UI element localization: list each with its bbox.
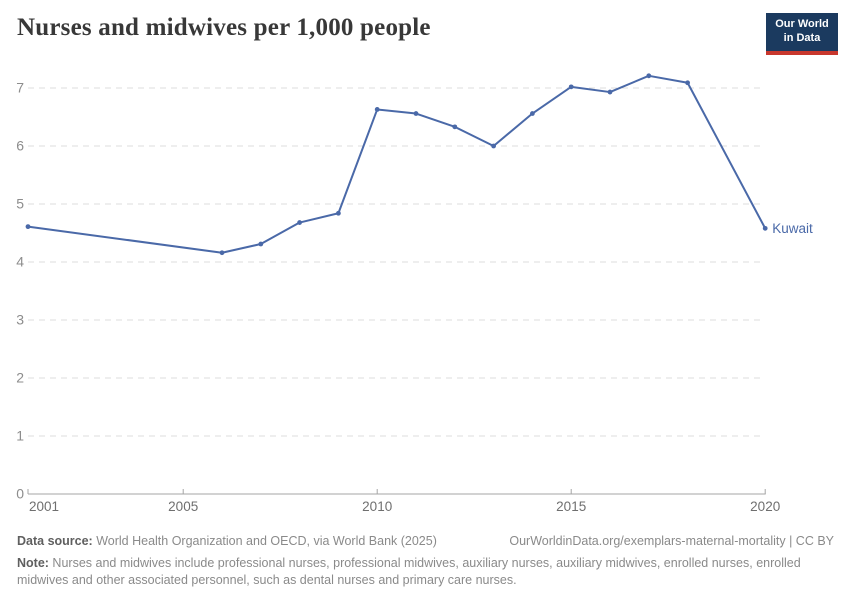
data-point-kuwait-2006[interactable] — [219, 250, 225, 256]
y-axis-tick-label-1: 1 — [16, 428, 24, 444]
x-axis-tick-label-2010: 2010 — [362, 499, 392, 514]
x-axis-tick-label-2015: 2015 — [556, 499, 586, 514]
data-point-kuwait-2014[interactable] — [530, 111, 535, 116]
x-axis-tick-label-2005: 2005 — [168, 499, 198, 514]
chart-footer: Data source: World Health Organization a… — [17, 533, 834, 588]
data-source-text: World Health Organization and OECD, via … — [92, 534, 437, 548]
y-axis-tick-label-6: 6 — [16, 138, 24, 154]
y-axis-tick-label-4: 4 — [16, 254, 24, 270]
chart-title: Nurses and midwives per 1,000 people — [17, 14, 431, 41]
data-point-kuwait-2010[interactable] — [374, 107, 380, 112]
attribution-link[interactable]: OurWorldinData.org/exemplars-maternal-mo… — [509, 534, 834, 548]
y-axis-tick-label-2: 2 — [16, 370, 24, 386]
chart-note: Note: Nurses and midwives include profes… — [17, 555, 834, 588]
y-axis-tick-label-0: 0 — [16, 486, 24, 502]
owid-logo-box: Our World in Data — [766, 13, 838, 51]
owid-logo-accent-bar — [766, 50, 838, 55]
data-point-kuwait-2008[interactable] — [297, 220, 302, 225]
data-point-kuwait-2011[interactable] — [413, 111, 419, 116]
data-point-kuwait-2009[interactable] — [336, 210, 341, 216]
data-point-kuwait-2013[interactable] — [491, 143, 496, 149]
chart-note-text: Nurses and midwives include professional… — [17, 556, 801, 587]
data-point-kuwait-2015[interactable] — [568, 84, 574, 90]
data-point-kuwait-2012[interactable] — [452, 124, 458, 130]
chart-note-label: Note: — [17, 556, 49, 571]
y-axis-tick-label-3: 3 — [16, 312, 24, 328]
series-line-kuwait[interactable] — [27, 74, 767, 254]
data-point-kuwait-2018[interactable] — [685, 80, 690, 86]
series-end-label-kuwait[interactable]: Kuwait — [772, 221, 813, 236]
data-point-kuwait-2001[interactable] — [25, 224, 31, 230]
y-axis-tick-label-7: 7 — [16, 80, 24, 96]
owid-logo-line1: Our World — [775, 18, 829, 30]
y-axis-tick-label-5: 5 — [16, 196, 24, 212]
owid-logo[interactable]: Our World in Data — [766, 13, 838, 55]
owid-logo-line2: in Data — [783, 31, 821, 44]
data-point-kuwait-2017[interactable] — [646, 73, 652, 79]
x-axis-tick-label-2001: 2001 — [29, 499, 59, 514]
data-point-kuwait-2007[interactable] — [258, 241, 264, 247]
data-point-kuwait-2016[interactable] — [607, 89, 613, 95]
x-axis-tick-label-2020: 2020 — [750, 499, 780, 514]
data-source: Data source: World Health Organization a… — [17, 533, 437, 549]
data-point-kuwait-2020[interactable] — [762, 225, 768, 231]
data-source-label: Data source: — [17, 534, 93, 548]
